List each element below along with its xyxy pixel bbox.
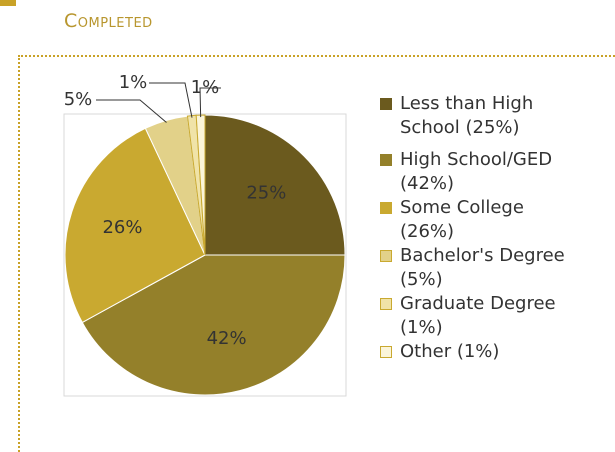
legend-label: Some College (26%) [400,197,524,242]
legend-item: Bachelor's Degree (5%) [380,244,568,292]
legend-swatch [380,202,392,214]
data-label: 1% [191,77,220,98]
legend-swatch [380,154,392,166]
frame [18,55,615,452]
leader-line [199,87,221,118]
legend-item: Some College (26%) [380,196,568,244]
legend-item: High School/GED (42%) [380,148,568,196]
legend-swatch [380,298,392,310]
legend-swatch [380,98,392,110]
legend-label: Bachelor's Degree (5%) [400,245,565,290]
plot-border [63,113,347,397]
pie-slice [81,254,346,396]
legend-item: Graduate Degree (1%) [380,292,568,340]
legend-item: Other (1%) [380,340,568,364]
pie-slice [64,127,206,324]
legend-swatch [380,250,392,262]
data-label: 1% [119,72,148,93]
data-label: 26% [102,217,142,238]
corner-marker [0,0,16,6]
leader-line [149,82,193,118]
leader-line [96,99,167,123]
chart-title: Completed [64,10,153,32]
legend-label: High School/GED (42%) [400,149,553,194]
legend-label: Other (1%) [400,341,500,362]
legend-item: Less than High School (25%) [380,92,568,140]
legend-swatch [380,346,392,358]
data-label: 42% [207,328,247,349]
data-label: 5% [64,89,93,110]
data-label: 25% [246,183,286,204]
pie-slice [204,114,346,256]
legend-label: Less than High School (25%) [400,93,534,138]
legend-label: Graduate Degree (1%) [400,293,556,338]
